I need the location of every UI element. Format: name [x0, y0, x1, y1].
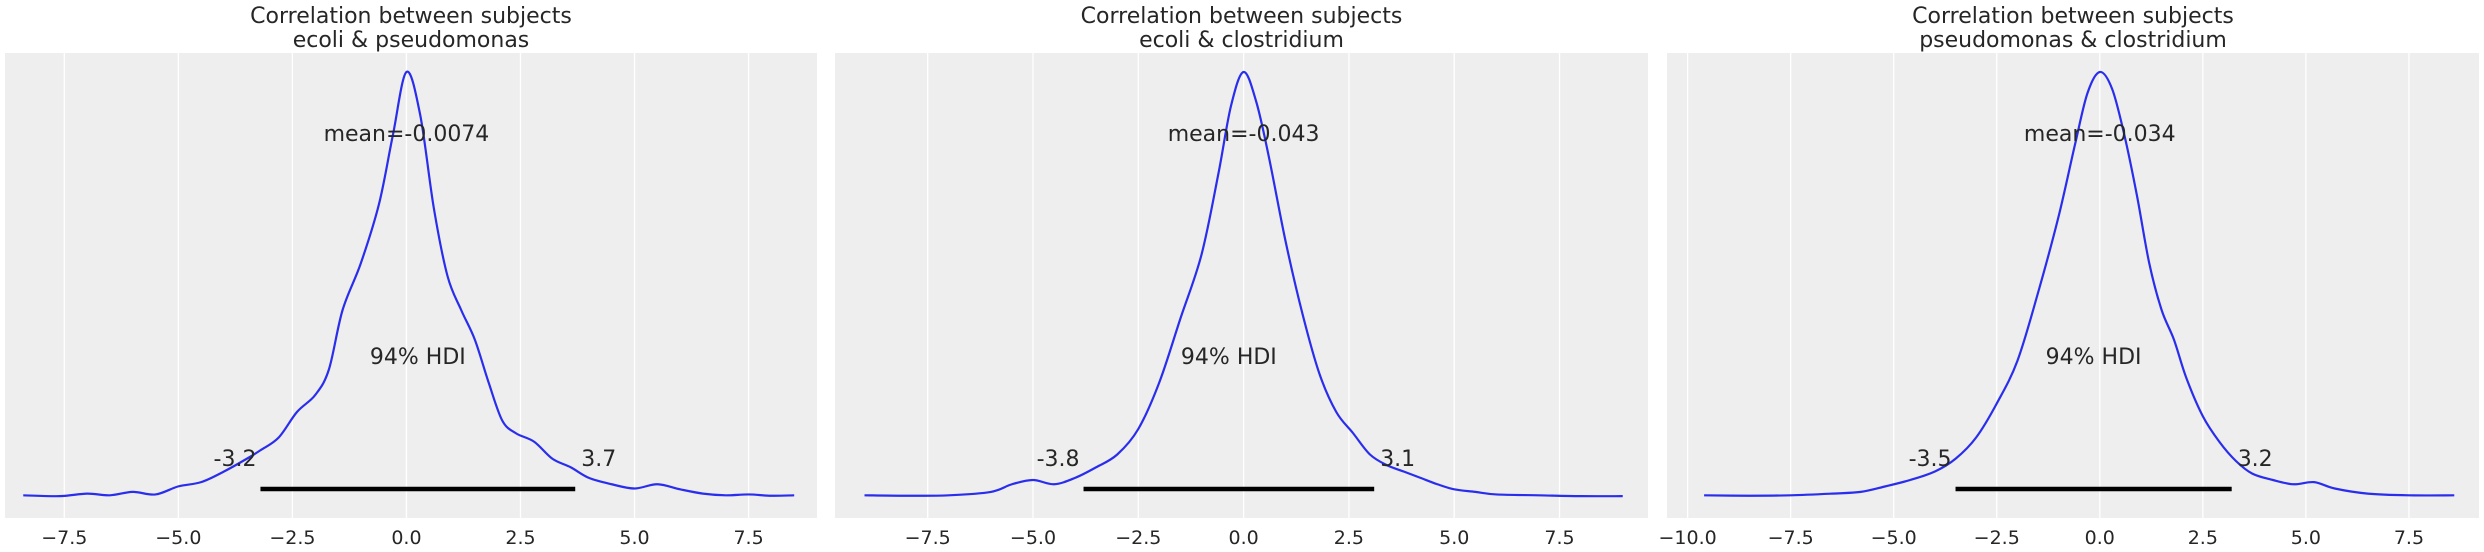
hdi-lower-label: -3.5 — [1909, 447, 1952, 472]
x-tick-label: −10.0 — [1658, 527, 1716, 549]
x-tick-label: 5.0 — [619, 527, 649, 549]
hdi-upper-label: 3.2 — [2238, 447, 2273, 472]
chart-panel-3: −10.0 −7.5 −5.0 −2.5 0.0 2.5 5.0 7.5 Correlation… — [1658, 4, 2479, 549]
x-tick-label: −5.0 — [1871, 527, 1917, 549]
chart-title: ecoli & clostridium — [1139, 28, 1344, 53]
x-tick-label: 7.5 — [1544, 527, 1574, 549]
hdi-lower-label: -3.8 — [1037, 447, 1080, 472]
chart-title: Correlation between subjects — [1912, 4, 2234, 29]
x-tick-label: −7.5 — [1768, 527, 1814, 549]
density-curve — [1704, 70, 2455, 497]
x-tick-label: −5.0 — [155, 527, 201, 549]
hdi-upper-label: 3.1 — [1380, 447, 1415, 472]
chart-title: Correlation between subjects — [250, 4, 572, 29]
chart-panel-2: −7.5 −5.0 −2.5 0.0 2.5 5.0 7.5 Correlation betw… — [835, 4, 1648, 549]
density-curve — [23, 70, 795, 498]
x-tick-label: −2.5 — [1115, 527, 1161, 549]
hdi-label: 94% HDI — [370, 345, 466, 370]
x-tick-label: 0.0 — [2085, 527, 2115, 549]
plot-area — [835, 53, 1648, 518]
chart-title: Correlation between subjects — [1081, 4, 1403, 29]
x-tick-label: −2.5 — [269, 527, 315, 549]
mean-label: mean=-0.043 — [1168, 122, 1320, 147]
x-tick-label: −7.5 — [905, 527, 951, 549]
x-tick-label: −2.5 — [1974, 527, 2020, 549]
hdi-lower-label: -3.2 — [214, 447, 257, 472]
x-tick-label: 5.0 — [1439, 527, 1469, 549]
x-tick-label: 0.0 — [391, 527, 421, 549]
chart-title: ecoli & pseudomonas — [293, 28, 530, 53]
chart-panel-1: −7.5 −5.0 −2.5 0.0 2.5 5.0 7.5 Correlation betw… — [5, 4, 817, 549]
hdi-upper-label: 3.7 — [581, 447, 616, 472]
density-curve — [864, 70, 1623, 498]
mean-label: mean=-0.034 — [2024, 122, 2176, 147]
x-tick-label: 5.0 — [2291, 527, 2321, 549]
hdi-label: 94% HDI — [1181, 345, 1277, 370]
plot-area — [5, 53, 817, 518]
x-tick-label: 2.5 — [1334, 527, 1364, 549]
x-tick-label: 7.5 — [2394, 527, 2424, 549]
x-tick-label: 0.0 — [1228, 527, 1258, 549]
chart-title: pseudomonas & clostridium — [1919, 28, 2227, 53]
x-tick-label: −5.0 — [1010, 527, 1056, 549]
x-tick-label: 2.5 — [505, 527, 535, 549]
mean-label: mean=-0.0074 — [324, 122, 490, 147]
x-tick-label: 7.5 — [733, 527, 763, 549]
x-tick-label: 2.5 — [2188, 527, 2218, 549]
plot-area — [1667, 53, 2479, 518]
hdi-label: 94% HDI — [2046, 345, 2142, 370]
x-tick-label: −7.5 — [41, 527, 87, 549]
